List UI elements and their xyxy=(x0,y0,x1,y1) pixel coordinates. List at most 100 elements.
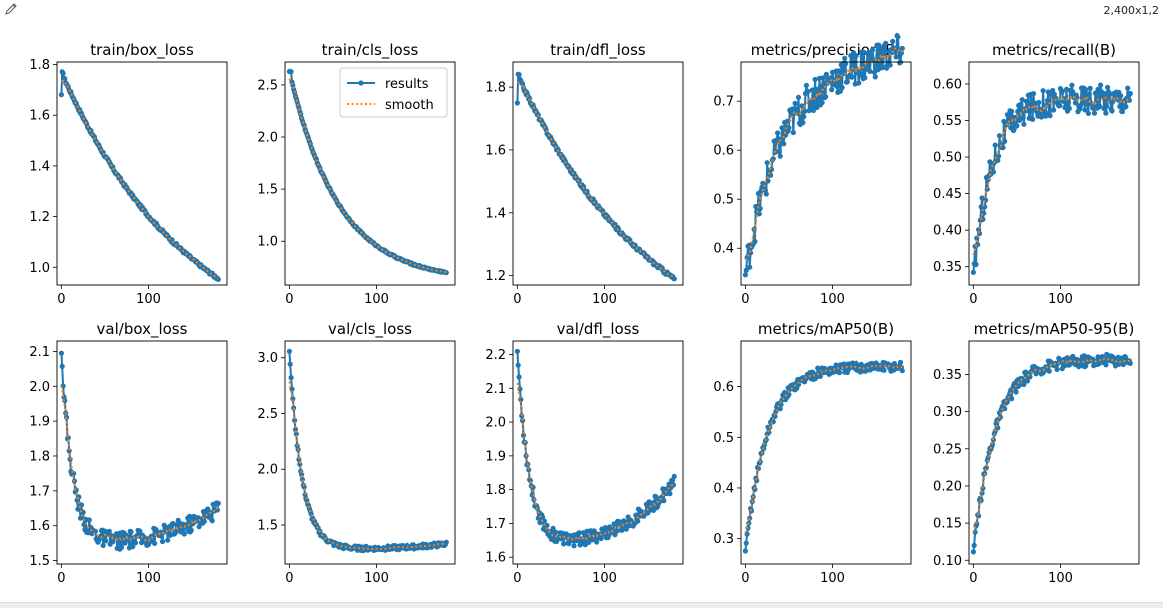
data-point xyxy=(1069,82,1075,88)
data-point xyxy=(561,541,567,547)
data-point xyxy=(800,120,806,126)
data-point xyxy=(818,83,824,90)
data-point xyxy=(1009,108,1015,114)
data-point xyxy=(529,492,535,498)
data-point xyxy=(881,367,887,373)
data-point xyxy=(1109,108,1115,114)
data-point xyxy=(209,518,215,524)
data-point xyxy=(59,363,65,369)
x-tick-label: 100 xyxy=(820,292,845,307)
y-tick-label: 0.35 xyxy=(933,368,962,383)
pencil-icon[interactable] xyxy=(4,2,18,16)
smooth-line xyxy=(517,81,675,278)
data-point xyxy=(165,537,171,543)
plot-frame xyxy=(968,61,1140,286)
data-point xyxy=(1047,113,1053,119)
data-point xyxy=(1082,107,1088,113)
legend-results-marker xyxy=(358,80,364,86)
data-point xyxy=(671,473,677,479)
x-tick-label: 0 xyxy=(285,292,293,307)
data-point xyxy=(1103,362,1109,368)
data-point xyxy=(1118,93,1124,99)
data-point xyxy=(106,528,112,534)
data-point xyxy=(1002,406,1008,412)
bottom-scrollbar[interactable] xyxy=(0,602,1163,608)
results-markers xyxy=(286,348,449,554)
x-tick-label: 100 xyxy=(136,571,161,586)
data-point xyxy=(1125,85,1131,91)
data-point xyxy=(879,48,885,54)
chart-panel: metrics/mAP50-95(B) 0 100 0.10 0.15 0.20 0.25 0… xyxy=(933,320,1140,586)
plot-frame xyxy=(968,340,1140,565)
legend-results-label: results xyxy=(385,77,429,92)
data-point xyxy=(1030,91,1037,97)
chart-title: val/box_loss xyxy=(97,320,188,339)
plot-frame xyxy=(512,61,684,286)
data-point xyxy=(576,530,582,536)
data-point xyxy=(527,478,534,484)
chart-panel: train/cls_loss 0 100 1.0 1.5 2.0 2.5 results smo… xyxy=(257,41,456,307)
x-tick-label: 0 xyxy=(513,292,521,307)
data-point xyxy=(181,531,187,537)
data-point xyxy=(159,538,166,545)
data-point xyxy=(893,54,899,60)
data-point xyxy=(128,529,134,535)
data-point xyxy=(859,54,865,60)
x-tick-label: 0 xyxy=(57,292,65,307)
data-point xyxy=(130,543,136,550)
data-point xyxy=(1040,88,1046,94)
x-tick-label: 100 xyxy=(592,292,617,307)
data-point xyxy=(132,540,139,546)
data-point xyxy=(790,129,796,136)
chart-title: metrics/mAP50-95(B) xyxy=(974,320,1135,338)
chart-legend: results smooth xyxy=(339,67,448,118)
data-point xyxy=(188,527,194,533)
y-tick-label: 2.5 xyxy=(257,407,278,422)
data-point xyxy=(1017,382,1023,388)
results-markers xyxy=(514,348,677,549)
y-tick-label: 1.5 xyxy=(257,183,278,198)
data-point xyxy=(1127,90,1133,97)
data-point xyxy=(58,350,64,356)
plot-frame xyxy=(284,340,456,565)
chart-panel: train/dfl_loss 0 100 1.2 1.4 1.6 1.8 xyxy=(485,41,684,307)
y-tick-label: 1.8 xyxy=(29,58,50,73)
data-point xyxy=(834,83,840,89)
y-tick-label: 0.6 xyxy=(713,380,734,395)
y-tick-label: 0.40 xyxy=(933,224,962,239)
y-tick-label: 0.10 xyxy=(933,554,962,569)
data-point xyxy=(1123,104,1129,110)
data-point xyxy=(970,269,977,275)
data-point xyxy=(753,203,759,210)
y-tick-label: 1.0 xyxy=(257,235,278,250)
results-markers xyxy=(970,351,1133,555)
y-tick-label: 0.60 xyxy=(933,77,962,92)
data-point xyxy=(820,75,826,81)
data-point xyxy=(516,72,522,78)
y-tick-label: 0.55 xyxy=(933,114,962,129)
data-point xyxy=(653,494,659,500)
data-point xyxy=(984,186,990,192)
data-point xyxy=(1017,101,1024,108)
plot-frame xyxy=(512,340,684,565)
y-tick-label: 0.25 xyxy=(933,442,962,457)
data-point xyxy=(1021,381,1027,387)
data-point xyxy=(870,47,876,53)
data-point xyxy=(805,88,811,94)
y-tick-label: 2.2 xyxy=(485,348,506,363)
y-tick-label: 2.1 xyxy=(29,345,50,360)
chart-title: train/dfl_loss xyxy=(550,41,646,60)
y-tick-label: 0.3 xyxy=(713,532,734,547)
results-line xyxy=(972,351,1132,553)
data-point xyxy=(815,86,821,92)
y-tick-label: 1.9 xyxy=(485,449,506,464)
data-point xyxy=(1117,103,1123,110)
data-point xyxy=(996,133,1003,139)
data-point xyxy=(1023,98,1030,104)
data-point xyxy=(895,34,901,40)
x-tick-label: 0 xyxy=(969,292,977,307)
smooth-line xyxy=(744,47,904,261)
data-point xyxy=(763,191,769,197)
data-point xyxy=(779,125,785,131)
results-markers xyxy=(58,69,221,282)
